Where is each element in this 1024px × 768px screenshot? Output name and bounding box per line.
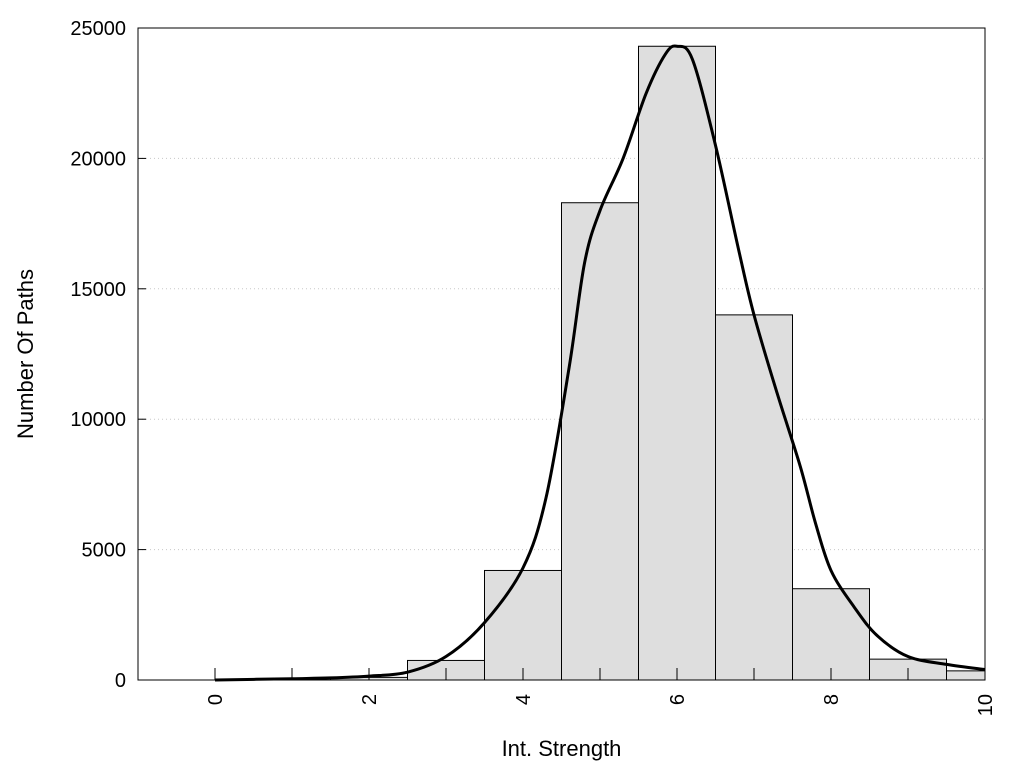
y-tick-label: 25000 bbox=[70, 18, 126, 40]
histogram-bar bbox=[561, 202, 639, 681]
histogram-bar bbox=[638, 45, 716, 681]
y-tick-label: 10000 bbox=[70, 409, 126, 431]
y-tick-label: 20000 bbox=[70, 148, 126, 170]
x-tick-label: 10 bbox=[975, 694, 997, 716]
fit-curve-line bbox=[214, 44, 986, 682]
x-tick-label: 4 bbox=[513, 694, 535, 705]
bars bbox=[330, 45, 986, 681]
y-tick-label: 15000 bbox=[70, 279, 126, 301]
histogram-bar bbox=[715, 314, 793, 681]
axis-ticks: 0 5000 10000 15000 20000 25000 0 2 4 6 8 10 bbox=[70, 18, 997, 716]
y-axis-title: Number Of Paths bbox=[13, 269, 38, 439]
x-tick-label: 6 bbox=[667, 694, 689, 705]
x-tick-label: 0 bbox=[205, 694, 227, 705]
fit-curve bbox=[214, 44, 986, 682]
histogram-bar bbox=[946, 670, 986, 681]
y-tick-label: 5000 bbox=[82, 540, 127, 562]
histogram-bar bbox=[792, 588, 870, 681]
histogram-bar bbox=[484, 569, 562, 681]
x-tick-label: 2 bbox=[359, 694, 381, 705]
x-axis-title: Int. Strength bbox=[502, 736, 622, 761]
x-tick-label: 8 bbox=[821, 694, 843, 705]
y-tick-label: 0 bbox=[115, 670, 126, 692]
plot-frame bbox=[137, 27, 986, 681]
